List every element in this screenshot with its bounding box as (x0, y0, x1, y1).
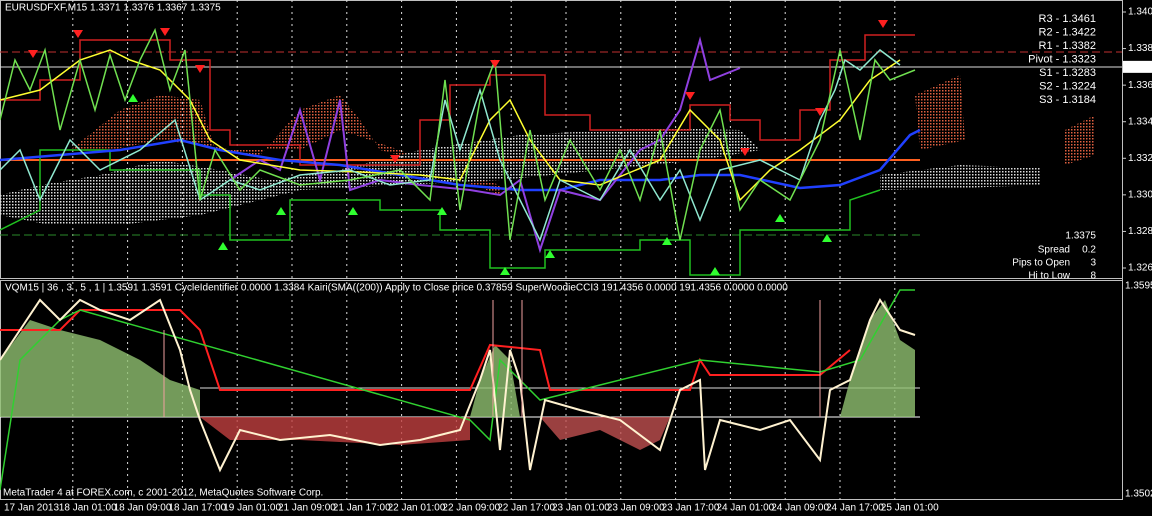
info-label: Hi to Low (1028, 271, 1070, 282)
price-tick-label: 1.3285 (1128, 226, 1152, 237)
price-tick-label: 1.3405 (1128, 7, 1152, 18)
current-price-box (1123, 60, 1152, 73)
histogram-up (0, 320, 200, 417)
histogram-down (540, 417, 670, 450)
time-label: 17 Jan 2013 (4, 503, 59, 514)
time-label: 18 Jan 17:00 (168, 503, 226, 514)
info-value: 3 (1090, 258, 1096, 269)
time-label: 24 Jan 01:00 (716, 503, 774, 514)
price-green (0, 27, 916, 241)
indicator-drawing (0, 289, 920, 491)
price-tick-label: 1.3385 (1128, 43, 1152, 54)
info-value: 0.2 (1082, 245, 1096, 256)
pivot-label: Pivot - 1.3323 (1028, 53, 1096, 65)
cloud-red (1065, 115, 1095, 165)
time-label: 23 Jan 01:00 (552, 503, 610, 514)
cloud-white (0, 128, 760, 225)
chart-header: EURUSDFXF,M15 1.3371 1.3376 1.3367 1.337… (5, 3, 221, 14)
price-tick-label: 1.3305 (1128, 189, 1152, 200)
histogram-up (470, 345, 520, 417)
oscillator-line (0, 298, 916, 473)
info-box: 1.3375 Spread 0.2 Pips to Open 3 Hi to L… (1012, 231, 1096, 282)
pivot-label: S3 - 1.3184 (1039, 94, 1096, 106)
pivot-label: R1 - 1.3382 (1039, 40, 1096, 52)
time-label: 23 Jan 17:00 (662, 503, 720, 514)
info-label: Pips to Open (1012, 258, 1070, 269)
panels (0, 0, 1123, 500)
price-tick-label: 1.3345 (1128, 116, 1152, 127)
time-label: 24 Jan 17:00 (826, 503, 884, 514)
signal-line (0, 309, 851, 391)
pivot-label: R3 - 1.3461 (1039, 13, 1096, 25)
cloud-red (915, 75, 965, 150)
time-label: 25 Jan 01:00 (881, 503, 939, 514)
indicator-tick: 1.3502 (1125, 489, 1152, 500)
time-grid (72, 0, 896, 500)
time-label: 22 Jan 17:00 (497, 503, 555, 514)
info-value: 8 (1090, 271, 1096, 282)
price-tick-label: 1.3265 (1128, 263, 1152, 274)
cloud (0, 75, 1095, 225)
copyright: MetaTrader 4 at FOREX.com, c 2001-2012, … (3, 488, 323, 499)
price-cyan (0, 49, 901, 242)
price-tick-label: 1.3365 (1128, 80, 1152, 91)
histogram-up (840, 300, 915, 417)
current-price-label: 1.3375 (1126, 61, 1152, 72)
pivot-label: S2 - 1.3224 (1039, 80, 1096, 92)
ma-purple (229, 36, 741, 254)
envelope-upper (0, 34, 915, 166)
pivot-label: R2 - 1.3422 (1039, 26, 1096, 38)
time-label: 21 Jan 09:00 (278, 503, 336, 514)
cloud-white (880, 165, 1040, 190)
time-label: 18 Jan 01:00 (59, 503, 117, 514)
time-label: 21 Jan 17:00 (333, 503, 391, 514)
time-label: 24 Jan 09:00 (771, 503, 829, 514)
indicator-tick: 1.3595 (1125, 281, 1152, 292)
info-price: 1.3375 (1065, 231, 1096, 242)
time-label: 23 Jan 09:00 (607, 503, 665, 514)
histogram-down (200, 417, 470, 445)
time-label: 22 Jan 01:00 (388, 503, 446, 514)
price-tick-label: 1.3325 (1128, 153, 1152, 164)
pivot-label: S1 - 1.3283 (1039, 67, 1096, 79)
time-label: 22 Jan 09:00 (442, 503, 500, 514)
indicator-header: VQM15 | 36 , 3 , 5 , 1 | 1.3591 1.3591 C… (5, 283, 788, 294)
info-label: Spread (1038, 245, 1070, 256)
time-label: 18 Jan 09:00 (114, 503, 172, 514)
ma-blue (0, 128, 921, 192)
time-label: 19 Jan 01:00 (223, 503, 281, 514)
